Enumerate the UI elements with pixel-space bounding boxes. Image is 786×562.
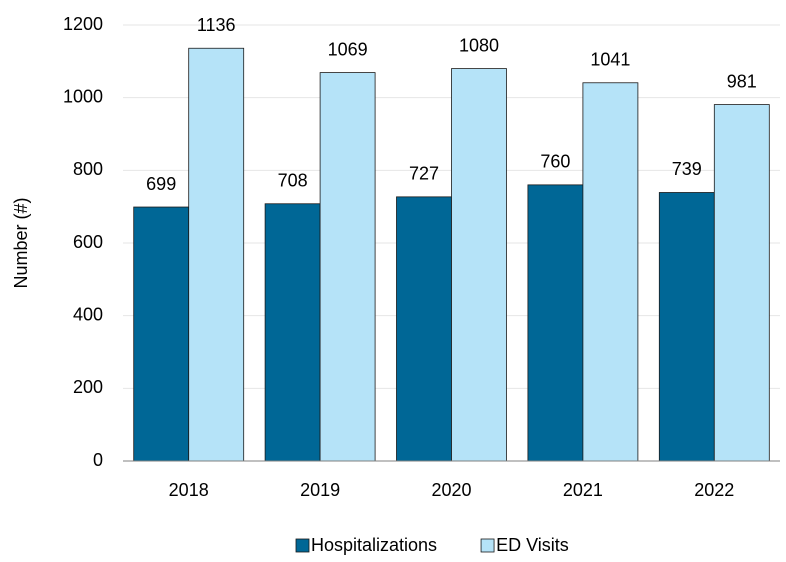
y-tick-label: 600	[73, 232, 103, 252]
data-label: 1069	[328, 39, 368, 59]
data-label: 708	[278, 171, 308, 191]
y-tick-label: 0	[93, 450, 103, 470]
bar	[133, 206, 190, 462]
x-tick-label: 2020	[431, 480, 471, 500]
bar	[396, 196, 452, 462]
legend-label: Hospitalizations	[311, 535, 437, 555]
x-tick-label: 2018	[169, 480, 209, 500]
y-tick-label: 400	[73, 304, 103, 324]
bar	[451, 68, 507, 462]
x-tick-label: 2021	[563, 480, 603, 500]
y-tick-label: 200	[73, 377, 103, 397]
data-label: 1136	[197, 15, 236, 35]
bar	[319, 72, 376, 462]
bar	[264, 203, 321, 462]
x-tick-label: 2019	[300, 480, 340, 500]
y-tick-label: 800	[73, 159, 103, 179]
data-label: 1080	[459, 35, 499, 55]
bar	[582, 82, 639, 462]
data-label: 739	[672, 159, 702, 179]
x-tick-label: 2022	[694, 480, 734, 500]
bar	[713, 104, 770, 462]
legend-swatch	[480, 538, 495, 553]
data-label: 699	[146, 174, 176, 194]
bar	[658, 192, 715, 462]
bar	[188, 47, 245, 462]
data-label: 1041	[590, 50, 630, 70]
data-label: 760	[540, 152, 570, 172]
legend-swatch	[295, 538, 310, 553]
y-tick-label: 1200	[63, 14, 103, 34]
bar	[527, 184, 584, 462]
data-label: 727	[409, 164, 439, 184]
y-axis-label: Number (#)	[11, 197, 31, 288]
legend-label: ED Visits	[496, 535, 569, 555]
y-tick-label: 1000	[63, 86, 103, 106]
data-label: 981	[727, 71, 757, 91]
